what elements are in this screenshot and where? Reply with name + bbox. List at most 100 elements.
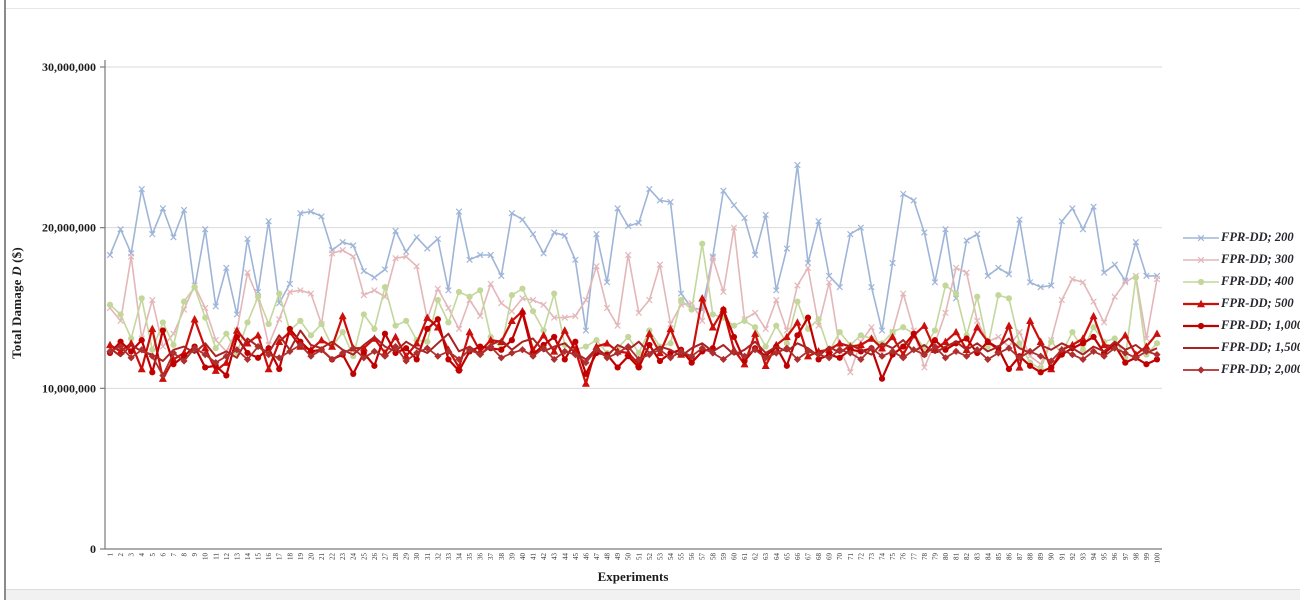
x-tick-label: 97 [1122,553,1130,561]
x-tick-label: 29 [403,553,411,561]
x-tick-label: 100 [1154,553,1162,564]
x-tick-label: 51 [635,553,643,561]
x-tick-label: 42 [540,553,548,561]
x-tick-label: 82 [963,553,971,561]
x-tick-label: 89 [1037,553,1045,561]
x-tick-label: 26 [371,553,379,561]
x-tick-label: 31 [424,553,432,561]
x-tick-label: 47 [593,553,601,561]
x-tick-label: 16 [265,553,273,561]
x-tick-label: 2 [117,553,125,557]
x-tick-label: 90 [1048,553,1056,561]
x-tick-label: 88 [1027,553,1035,561]
legend-label: FPR-DD; 400 [1221,274,1294,288]
y-axis-title: Total Damage D ($) [9,247,25,359]
legend-label: FPR-DD; 500 [1221,296,1294,310]
x-tick-label: 68 [815,553,823,561]
x-tick-label: 22 [329,553,337,561]
x-tick-label: 98 [1132,553,1140,561]
x-tick-label: 50 [625,553,633,561]
x-tick-label: 57 [699,553,707,561]
x-tick-label: 94 [1090,553,1098,561]
x-tick-label: 43 [551,553,559,561]
x-tick-label: 52 [646,553,654,561]
x-tick-label: 85 [995,553,1003,561]
x-tick-label: 46 [582,553,590,561]
x-tick-label: 93 [1079,553,1087,561]
x-tick-label: 60 [730,553,738,561]
page-bottom-strip [6,589,1300,600]
x-tick-label: 18 [286,553,294,561]
x-tick-label: 63 [762,553,770,561]
legend-item: FPR-DD; 1,500 [1183,339,1300,356]
x-tick-label: 3 [128,553,136,557]
x-tick-label: 87 [1016,553,1024,561]
x-tick-label: 64 [773,553,781,561]
legend-label: FPR-DD; 2,000 [1221,362,1300,376]
x-tick-label: 24 [350,553,358,561]
x-tick-label: 73 [868,553,876,561]
x-tick-label: 55 [678,553,686,561]
x-tick-label: 59 [720,553,728,561]
x-tick-label: 14 [244,553,252,561]
legend-marker-circle-icon [1183,322,1219,329]
x-tick-label: 1 [107,553,115,557]
x-tick-label: 21 [318,553,326,561]
legend-label: FPR-DD; 200 [1221,230,1294,244]
x-tick-label: 83 [974,553,982,561]
x-tick-label: 69 [826,553,834,561]
x-axis-title: Experiments [597,569,669,584]
y-tick-label: 10,000,000 [42,381,96,395]
x-tick-label: 81 [953,553,961,561]
x-tick-label: 15 [255,553,263,561]
x-tick-label: 62 [752,553,760,561]
x-tick-label: 53 [656,553,664,561]
x-tick-label: 45 [572,553,580,561]
x-tick-label: 38 [498,553,506,561]
x-tick-label: 5 [149,553,157,557]
y-axis-title-unit: ($) [9,247,24,267]
x-tick-label: 79 [931,553,939,561]
legend-item: FPR-DD; 1,000 [1183,317,1300,334]
y-tick-label: 0 [90,542,96,556]
x-tick-label: 99 [1143,553,1151,561]
x-tick-label: 23 [339,553,347,561]
x-tick-label: 39 [508,553,516,561]
x-tick-label: 8 [181,553,189,557]
legend-item: FPR-DD; 400 [1183,273,1300,290]
x-tick-label: 54 [667,553,675,561]
x-tick-label: 6 [159,553,167,557]
x-tick-label: 96 [1111,553,1119,561]
legend-item: FPR-DD; 200 [1183,229,1300,246]
x-tick-label: 32 [434,553,442,561]
x-tick-label: 77 [910,553,918,561]
x-tick-label: 72 [857,553,865,561]
x-tick-label: 76 [900,553,908,561]
series-fpr-dd-2-000 [106,341,1161,380]
x-tick-label: 86 [1005,553,1013,561]
x-tick-label: 66 [794,553,802,561]
x-tick-label: 4 [138,553,146,557]
series-fpr-dd-500 [106,294,1161,387]
y-tick-label: 30,000,000 [42,60,96,74]
legend-label: FPR-DD; 1,000 [1221,318,1300,332]
x-tick-label: 37 [487,553,495,561]
x-tick-label: 34 [456,553,464,561]
x-tick-label: 17 [276,553,284,561]
x-tick-label: 10 [202,553,210,561]
legend-label: FPR-DD; 1,500 [1221,340,1300,354]
x-tick-label: 61 [741,553,749,561]
x-tick-label: 13 [233,553,241,561]
x-tick-label: 25 [360,553,368,561]
legend-marker-none-icon [1183,346,1219,349]
x-tick-label: 41 [530,553,538,561]
y-tick-label: 20,000,000 [42,221,96,235]
x-tick-label: 49 [614,553,622,561]
x-tick-label: 65 [783,553,791,561]
series-fpr-dd-1-500 [109,329,1158,362]
x-tick-label: 36 [477,553,485,561]
legend-label: FPR-DD; 300 [1221,252,1294,266]
page-top-edge [6,8,1300,9]
y-axis-title-variable: D [9,266,24,276]
